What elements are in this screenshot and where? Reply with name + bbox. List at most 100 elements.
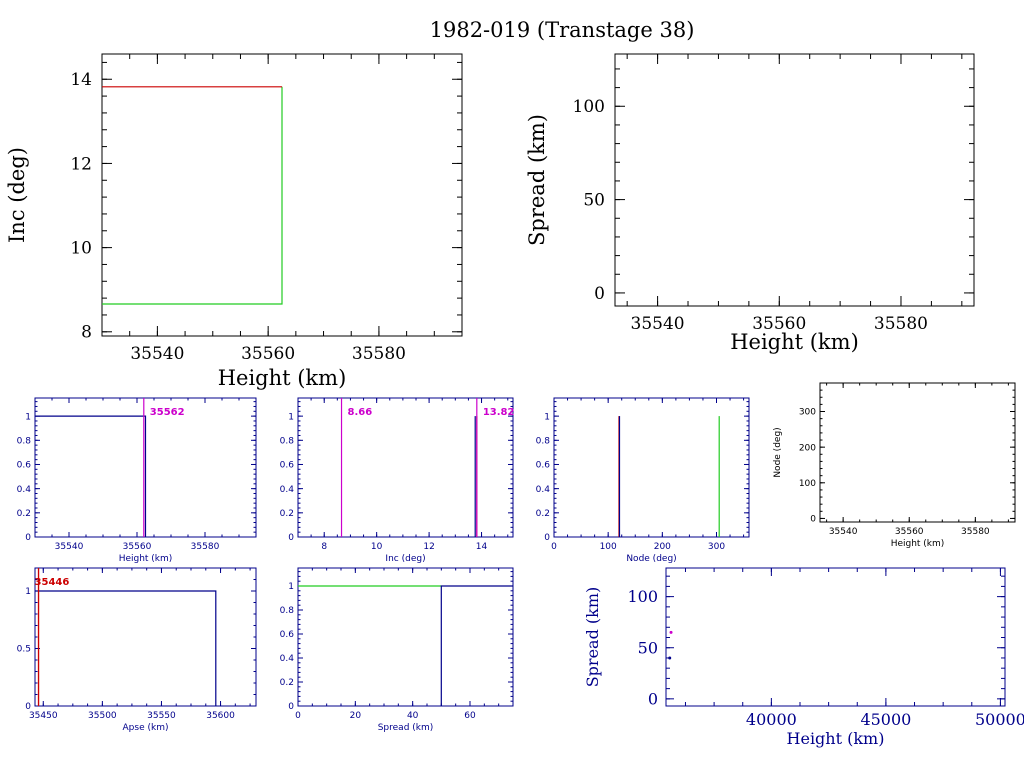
- plot-spread-cdf: 0 20 40 60 0 0.2 0.4 0.6 0.8 1 Spread (km): [280, 567, 514, 733]
- x-axis-label: Height (km): [730, 330, 859, 354]
- y-tick-label: 8: [81, 323, 92, 343]
- y-tick-label: 0: [25, 533, 31, 543]
- x-tick-label: 10: [371, 542, 383, 552]
- y-tick-label: 0.6: [17, 461, 32, 471]
- y-tick-label: 0: [544, 533, 550, 543]
- y-tick-label: 0: [288, 533, 294, 543]
- series-line-1: [440, 585, 513, 706]
- y-tick-label: 0: [288, 702, 294, 712]
- plot-frame: [614, 53, 975, 307]
- plot-spread-vs-height: 35540 35560 35580 0 50 100 Height (km) Spread (…: [525, 53, 975, 354]
- y-tick-label: 0.6: [536, 461, 551, 471]
- x-tick-label: 20: [350, 711, 362, 721]
- y-tick-label: 1: [288, 582, 294, 592]
- x-tick-label: 35540: [829, 527, 858, 537]
- y-tick-label: 100: [799, 479, 816, 489]
- plot-frame: [297, 567, 514, 707]
- y-tick-label: 0.8: [280, 606, 295, 616]
- x-axis-label: Height (km): [218, 366, 347, 390]
- x-tick-label: 100: [600, 542, 617, 552]
- x-axis-label: Height (km): [787, 729, 885, 748]
- x-tick-label: 0: [295, 711, 301, 721]
- plot-frame: [34, 567, 257, 707]
- marker-value-label: 13.82: [483, 407, 515, 418]
- x-axis-label: Node (deg): [626, 554, 676, 564]
- x-tick-label: 45000: [860, 710, 911, 729]
- y-tick-label: 1: [544, 412, 550, 422]
- y-tick-label: 0.2: [280, 678, 294, 688]
- x-tick-label: 40: [407, 711, 419, 721]
- y-tick-label: 0.8: [17, 436, 32, 446]
- x-tick-label: 35560: [895, 527, 924, 537]
- y-axis-label: Spread (km): [525, 114, 549, 246]
- y-tick-label: 12: [70, 154, 92, 174]
- y-tick-label: 1: [25, 587, 31, 597]
- x-tick-label: 40000: [746, 710, 797, 729]
- x-axis-label: Height (km): [891, 539, 945, 549]
- y-tick-label: 0: [810, 515, 816, 525]
- y-tick-label: 0.2: [280, 509, 294, 519]
- plot-inc-vs-height: 35540 35560 35580 8 10 12 14 Height (km) Inc (de…: [5, 53, 463, 390]
- x-tick-label: 300: [708, 542, 725, 552]
- y-tick-label: 300: [799, 408, 816, 418]
- y-tick-label: 200: [799, 443, 816, 453]
- y-tick-label: 0.2: [536, 509, 550, 519]
- x-axis-label: Height (km): [119, 554, 173, 564]
- series-line-0: [35, 415, 147, 537]
- plot-node-cdf: 0 100 200 300 0 0.2 0.4 0.6 0.8 1 Node (deg): [536, 397, 750, 564]
- marker-value-label: 35446: [35, 577, 70, 588]
- y-tick-label: 100: [627, 587, 658, 606]
- y-tick-label: 0.8: [280, 436, 295, 446]
- figure-title: 1982-019 (Transtage 38): [430, 18, 695, 42]
- plot-frame: [819, 382, 1016, 523]
- x-tick-label: 35550: [147, 711, 176, 721]
- y-tick-label: 0.4: [536, 485, 551, 495]
- x-tick-label: 35560: [752, 314, 806, 334]
- x-tick-label: 35580: [874, 314, 928, 334]
- x-tick-label: 35500: [88, 711, 117, 721]
- plot-frame: [665, 567, 1006, 707]
- x-axis-label: Apse (km): [123, 723, 169, 733]
- x-tick-label: 35540: [55, 542, 84, 552]
- y-axis-label: Spread (km): [583, 587, 602, 688]
- plot-frame: [101, 53, 463, 337]
- y-tick-label: 1: [25, 412, 31, 422]
- x-tick-label: 14: [476, 542, 488, 552]
- x-tick-label: 200: [654, 542, 671, 552]
- y-tick-label: 0.4: [280, 485, 295, 495]
- data-point: [668, 656, 672, 660]
- x-axis-label: Spread (km): [378, 723, 434, 733]
- y-tick-label: 0.5: [17, 645, 31, 655]
- plot-node-vs-height: 35540 35560 35580 0 100 200 300 Height (km) Node…: [773, 382, 1016, 549]
- y-tick-label: 50: [638, 638, 658, 657]
- x-tick-label: 60: [464, 711, 476, 721]
- y-axis-label: Inc (deg): [5, 147, 29, 243]
- data-point: [669, 630, 673, 634]
- plot-spread-vs-height-wide: 40000 45000 50000 0 50 100 Height (km) Spread (…: [583, 567, 1024, 748]
- y-tick-label: 1: [288, 412, 294, 422]
- x-tick-label: 35580: [961, 527, 990, 537]
- y-tick-label: 0.4: [280, 654, 295, 664]
- x-tick-label: 50000: [975, 710, 1024, 729]
- plot-inc-cdf: 8 10 12 14 0 0.2 0.4 0.6 0.8 1 Inc (deg) 8.66 13.82: [280, 397, 515, 564]
- x-tick-label: 35580: [191, 542, 220, 552]
- y-tick-label: 0: [594, 284, 605, 304]
- y-tick-label: 0.4: [17, 485, 32, 495]
- x-tick-label: 35600: [206, 711, 235, 721]
- plot-frame: [553, 397, 750, 538]
- series-line-0: [35, 590, 217, 706]
- x-tick-label: 35580: [352, 344, 406, 364]
- x-axis-label: Inc (deg): [385, 554, 425, 564]
- y-axis-label: Node (deg): [773, 427, 783, 477]
- x-tick-label: 12: [423, 542, 434, 552]
- x-tick-label: 0: [551, 542, 557, 552]
- series-line-0: [102, 86, 283, 305]
- x-tick-label: 35450: [29, 711, 58, 721]
- y-tick-label: 0.6: [280, 461, 295, 471]
- y-tick-label: 100: [573, 97, 605, 117]
- x-tick-label: 35560: [241, 344, 295, 364]
- y-tick-label: 0: [25, 702, 31, 712]
- y-tick-label: 0: [648, 689, 658, 708]
- marker-value-label: 8.66: [348, 407, 373, 418]
- plot-frame: [297, 397, 514, 538]
